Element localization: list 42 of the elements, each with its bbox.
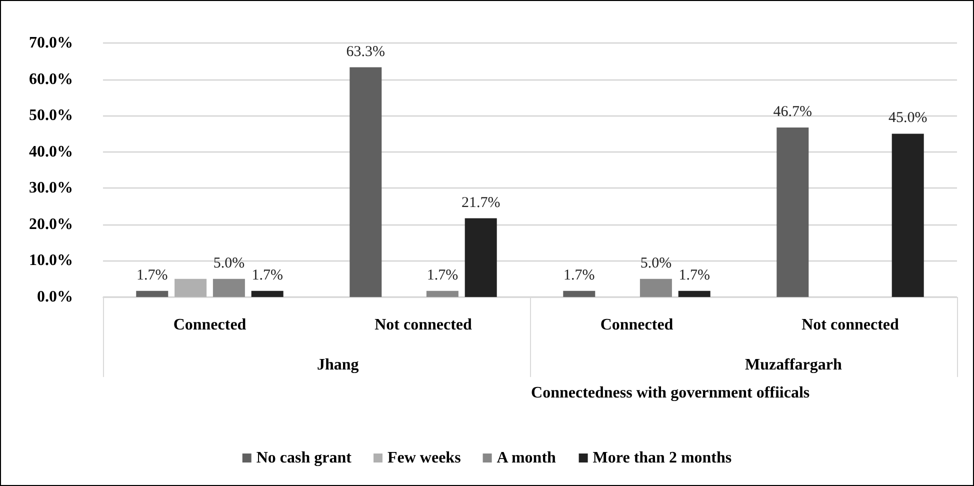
x-tick-label: Not connected [802,316,900,334]
legend-label: A month [496,450,556,466]
y-tick-label: 50.0% [29,107,73,124]
data-label: 1.7% [252,267,283,284]
y-tick-label: 30.0% [29,180,73,197]
y-tick-label: 20.0% [29,216,73,233]
bar [426,290,458,297]
legend-label: More than 2 months [592,450,732,466]
x-axis-title: Connectedness with government offiicals [531,384,810,402]
bar [640,278,672,297]
bar [350,67,382,297]
x-tick-label: Connected [600,316,674,334]
x-tick-label: Connected [173,316,246,334]
data-label: 1.7% [564,267,595,284]
bar [212,278,245,297]
y-tick-label: 0.0% [37,288,73,306]
data-label: 63.3% [346,44,386,60]
y-tick-label: 10.0% [29,252,73,270]
data-label: 5.0% [640,255,672,272]
data-label: 1.7% [426,267,458,284]
data-label: 21.7% [461,194,500,211]
bar [174,278,207,297]
data-label: 45.0% [888,110,928,126]
data-label: 1.7% [136,267,168,284]
legend-label: Few weeks [387,450,461,466]
text: Jhang [317,356,359,374]
y-tick-label: 40.0% [29,143,73,160]
bar [892,134,924,297]
data-label: 1.7% [678,267,710,284]
bar [136,290,168,297]
bar [251,290,284,297]
data-label: 5.0% [213,255,245,272]
data-label: 46.7% [773,104,812,120]
y-tick-label: 70.0% [29,34,73,52]
legend-label: No cash grant [256,450,352,466]
bar [464,218,497,297]
text: Muzaffargarh [745,356,842,374]
y-tick-label: 60.0% [29,70,73,88]
bar [776,128,809,297]
bar [678,290,710,297]
bar [563,290,596,297]
x-tick-label: Not connected [374,316,472,334]
